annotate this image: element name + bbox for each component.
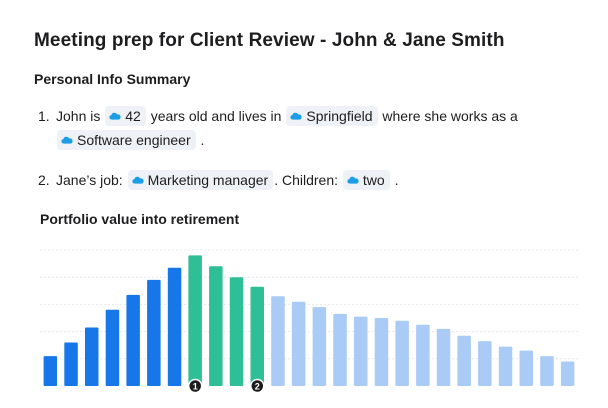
list-number: 1. <box>38 108 50 124</box>
chart-bar-20 <box>436 328 451 386</box>
chart-bar-26 <box>560 361 575 386</box>
chart-bar-21 <box>457 335 471 386</box>
chart-bar-19 <box>416 324 430 386</box>
chart-bar-18 <box>395 320 409 386</box>
chart-bar-7 <box>167 267 182 386</box>
info-list: 1. John is 42 years old and lives in Spr… <box>38 104 578 192</box>
salesforce-cloud-icon <box>131 176 144 184</box>
chart-bar-15 <box>333 313 347 386</box>
chart-bar-23 <box>498 346 513 386</box>
chart-bar-25 <box>540 356 554 386</box>
john-text-3: where she works as a <box>382 108 518 124</box>
john-text-4: . <box>200 132 205 148</box>
chart-bar-3 <box>85 327 99 386</box>
chart-bar-1 <box>43 356 58 386</box>
chart-bar-17 <box>374 318 389 386</box>
jane-text-1: Jane’s job: <box>56 172 123 188</box>
chart-bar-24 <box>519 350 533 386</box>
jane-text-3: . <box>394 172 399 188</box>
chart-title: Portfolio value into retirement <box>40 211 240 227</box>
john-job-value: Software engineer <box>77 132 191 148</box>
john-text-1: John is <box>56 108 101 124</box>
chart-bar-2 <box>64 342 78 386</box>
job-field-pill[interactable]: Software engineer <box>57 130 196 150</box>
chart-bar-13 <box>291 301 306 386</box>
list-item-john: 1. John is 42 years old and lives in Spr… <box>38 104 578 152</box>
chart-bar-6 <box>147 279 161 386</box>
salesforce-cloud-icon <box>290 112 302 120</box>
chart-bar-5 <box>126 294 140 386</box>
chart-bar-10 <box>229 277 244 386</box>
age-field-pill[interactable]: 42 <box>105 106 146 126</box>
list-number: 2. <box>38 172 50 188</box>
children-value: two <box>362 172 385 188</box>
page-title: Meeting prep for Client Review - John & … <box>34 30 505 51</box>
chart-marker-label: 2 <box>255 382 260 392</box>
chart-bar-8 <box>188 255 202 386</box>
chart-bar-11 <box>250 286 264 386</box>
jane-text-2: . Children: <box>274 172 339 188</box>
jane-job-field-pill[interactable]: Marketing manager <box>127 170 274 190</box>
chart-marker-2: 2 <box>250 378 265 394</box>
salesforce-cloud-icon <box>347 176 359 184</box>
city-value: Springfield <box>306 108 373 124</box>
chart-marker-1: 1 <box>187 378 203 394</box>
chart-bar-4 <box>105 309 120 386</box>
john-text-2: years old and lives in <box>150 108 282 124</box>
chart-bar-14 <box>312 307 327 386</box>
age-value: 42 <box>125 108 141 124</box>
chart-bar-16 <box>354 316 368 386</box>
jane-job-value: Marketing manager <box>147 172 269 188</box>
city-field-pill[interactable]: Springfield <box>286 106 378 126</box>
salesforce-cloud-icon <box>109 112 121 120</box>
salesforce-cloud-icon <box>61 136 73 144</box>
chart-bar-12 <box>271 296 285 386</box>
chart-bar-22 <box>478 341 492 386</box>
list-item-jane: 2. Jane’s job: Marketing manager . Childr… <box>38 168 578 192</box>
chart-bar-9 <box>209 266 223 386</box>
chart-marker-label: 1 <box>193 382 198 392</box>
children-field-pill[interactable]: two <box>342 170 390 190</box>
section-heading: Personal Info Summary <box>34 71 191 87</box>
